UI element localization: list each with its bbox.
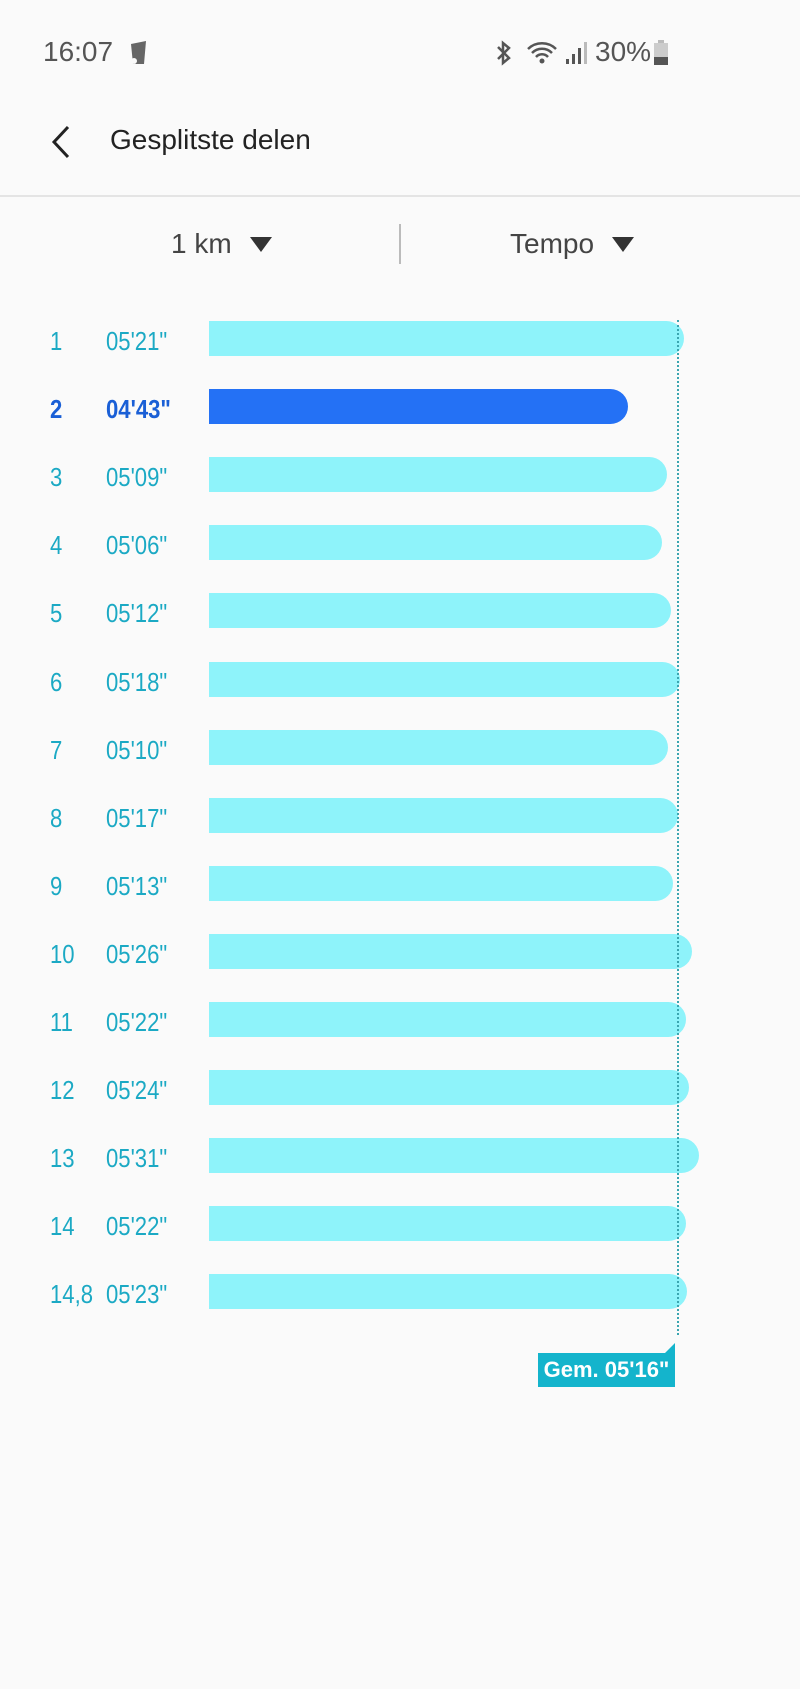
back-button[interactable]	[48, 124, 76, 160]
split-number: 13	[50, 1143, 75, 1174]
split-bar[interactable]	[209, 321, 685, 356]
split-number: 3	[50, 462, 63, 493]
average-badge: Gem. 05'16"	[538, 1353, 675, 1387]
split-pace: 05'09"	[106, 462, 168, 493]
split-number: 5	[50, 598, 63, 629]
split-pace: 05'22"	[106, 1211, 168, 1242]
split-bar[interactable]	[209, 933, 692, 969]
split-bar[interactable]	[209, 729, 669, 765]
split-number: 4	[50, 530, 63, 561]
split-bar[interactable]	[209, 1002, 686, 1037]
split-number: 6	[50, 666, 63, 697]
split-bar[interactable]	[209, 389, 629, 425]
split-number: 8	[50, 802, 63, 833]
split-pace: 04'43"	[106, 394, 171, 425]
split-pace: 05'31"	[106, 1143, 168, 1174]
split-bar[interactable]	[209, 797, 679, 833]
split-pace: 05'06"	[106, 530, 168, 561]
split-bar[interactable]	[209, 1138, 700, 1174]
signal-icon	[566, 42, 587, 64]
split-number: 11	[50, 1007, 73, 1037]
split-pace: 05'21"	[106, 326, 168, 356]
split-pace: 05'18"	[106, 666, 168, 697]
metric-value: Tempo	[510, 228, 595, 259]
filter-divider	[399, 224, 401, 264]
split-number: 12	[50, 1075, 75, 1106]
split-pace: 05'17"	[106, 802, 168, 833]
split-pace: 05'10"	[106, 734, 168, 765]
distance-value: 1 km	[171, 228, 232, 259]
split-pace: 05'23"	[106, 1279, 168, 1310]
split-bar[interactable]	[209, 1274, 688, 1310]
split-bar[interactable]	[209, 457, 667, 493]
battery-icon	[654, 40, 668, 65]
split-number: 14,8	[50, 1279, 94, 1310]
average-badge-tip	[663, 1343, 675, 1355]
average-line	[676, 320, 679, 1335]
bluetooth-icon	[497, 40, 511, 66]
split-pace: 05'22"	[106, 1007, 168, 1037]
status-time: 16:07	[43, 36, 114, 67]
battery-percent: 30%	[595, 36, 652, 67]
wifi-icon	[527, 42, 557, 64]
split-number: 9	[50, 870, 63, 901]
split-number: 14	[50, 1211, 75, 1242]
header-divider	[0, 195, 800, 197]
split-pace: 05'12"	[106, 598, 168, 629]
split-bar[interactable]	[209, 1070, 689, 1106]
split-bar[interactable]	[209, 1206, 686, 1242]
split-number: 7	[50, 734, 63, 765]
split-bar[interactable]	[209, 661, 680, 697]
split-pace: 05'26"	[106, 938, 168, 969]
split-bar[interactable]	[209, 525, 663, 561]
split-pace: 05'13"	[106, 870, 168, 901]
split-number: 1	[50, 326, 63, 356]
dropdown-arrow-icon	[249, 236, 272, 252]
split-pace: 05'24"	[106, 1075, 168, 1106]
split-number: 2	[50, 394, 63, 425]
split-bar[interactable]	[209, 593, 672, 629]
trash-notification-icon	[131, 41, 146, 64]
distance-dropdown[interactable]: 1 km	[171, 228, 272, 260]
split-number: 10	[50, 938, 75, 969]
dropdown-arrow-icon	[612, 236, 635, 252]
metric-dropdown[interactable]: Tempo	[510, 228, 635, 260]
page-title: Gesplitste delen	[110, 124, 311, 155]
split-bar[interactable]	[209, 865, 673, 901]
